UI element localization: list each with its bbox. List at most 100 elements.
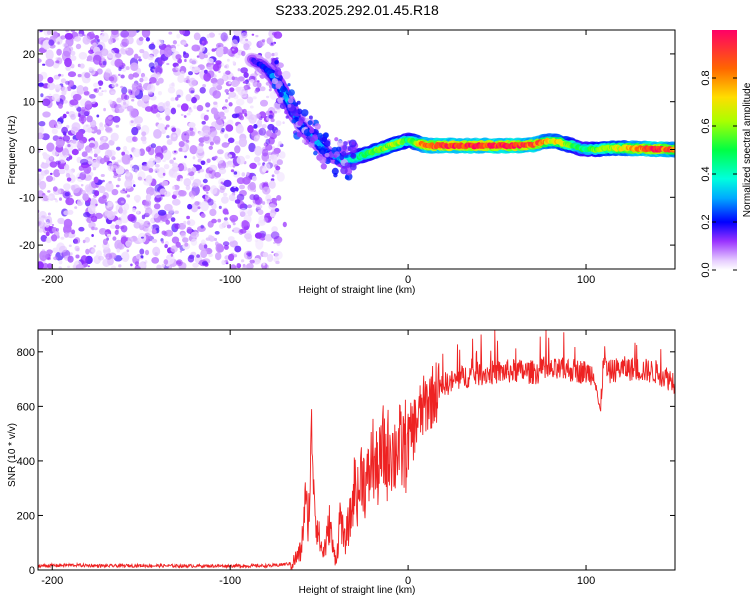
noise-speckle [166, 62, 170, 66]
noise-speckle [268, 88, 272, 92]
noise-speckle [274, 169, 280, 175]
noise-speckle [179, 30, 186, 35]
noise-speckle [110, 224, 116, 229]
noise-speckle [219, 223, 225, 229]
colorbar-label: Normalized spectral amplitude [742, 82, 750, 217]
noise-speckle [120, 74, 125, 79]
noise-speckle [108, 76, 115, 82]
noise-speckle [154, 65, 163, 75]
noise-speckle [188, 77, 197, 88]
noise-speckle [76, 199, 84, 206]
noise-speckle [154, 252, 158, 256]
noise-speckle [178, 147, 183, 152]
noise-speckle [209, 167, 213, 171]
noise-speckle [184, 58, 187, 63]
noise-speckle [202, 184, 211, 192]
colorbar-tick-label: 0.8 [700, 70, 712, 85]
noise-speckle [226, 49, 232, 56]
noise-speckle [64, 57, 72, 68]
noise-speckle [200, 224, 204, 229]
noise-speckle [267, 158, 272, 162]
noise-speckle [143, 179, 152, 186]
transition-speckle [343, 141, 348, 146]
noise-speckle [60, 78, 67, 84]
noise-speckle [266, 37, 272, 45]
noise-speckle [106, 49, 116, 59]
noise-speckle [137, 99, 143, 107]
y-tick-label: 0 [29, 145, 35, 157]
noise-speckle [71, 122, 81, 131]
x-tick-label: 0 [405, 274, 411, 286]
noise-speckle [63, 164, 70, 171]
snr-y-ticks: 0 200 400 600 800 [17, 347, 675, 577]
noise-speckle [80, 190, 86, 195]
noise-speckle [70, 50, 76, 56]
noise-speckle [209, 208, 217, 217]
x-tick-label: 100 [577, 274, 595, 286]
noise-speckle [254, 239, 258, 243]
noise-speckle [215, 243, 224, 253]
snr-y-label: SNR (10 * v/v) [7, 423, 18, 487]
noise-speckle [161, 230, 167, 236]
noise-speckle [78, 33, 83, 38]
noise-speckle [60, 162, 66, 167]
noise-speckle [269, 212, 276, 218]
noise-speckle [94, 35, 100, 40]
noise-speckle [46, 175, 53, 182]
noise-speckle [141, 94, 150, 102]
noise-speckle [268, 114, 274, 119]
noise-speckle [235, 98, 245, 106]
noise-speckle [106, 210, 116, 221]
noise-speckle [75, 43, 82, 50]
noise-speckle [231, 79, 240, 88]
noise-speckle [220, 181, 224, 185]
noise-speckle [246, 171, 250, 176]
noise-speckle [70, 55, 77, 61]
noise-speckle [172, 40, 177, 45]
noise-speckle [125, 66, 130, 71]
noise-speckle [82, 108, 91, 116]
noise-speckle [129, 119, 136, 127]
x-tick-label: -100 [219, 274, 241, 286]
noise-speckle [257, 219, 266, 226]
noise-speckle [214, 237, 217, 242]
y-tick-label: 800 [17, 347, 35, 359]
snr-line [38, 330, 675, 570]
ridge-mark [671, 146, 675, 152]
noise-speckle [92, 42, 98, 48]
noise-speckle [78, 226, 85, 232]
noise-speckle [63, 99, 68, 104]
noise-speckle [49, 161, 58, 168]
noise-speckle [200, 183, 204, 188]
y-tick-label: 600 [17, 401, 35, 413]
noise-speckle [48, 39, 55, 46]
noise-speckle [184, 242, 189, 247]
colorbar-gradient [712, 30, 737, 270]
noise-speckle [180, 103, 189, 112]
noise-speckle [178, 141, 185, 148]
noise-speckle [58, 168, 66, 175]
noise-speckle [223, 220, 229, 227]
noise-speckle [87, 127, 93, 133]
noise-speckle [38, 126, 44, 134]
noise-speckle [256, 204, 263, 209]
noise-speckle [40, 93, 44, 98]
noise-speckle [74, 237, 81, 244]
noise-speckle [67, 255, 74, 263]
noise-speckle [269, 110, 273, 114]
noise-speckle [171, 47, 176, 53]
noise-speckle [162, 159, 166, 163]
noise-speckle [56, 48, 62, 56]
noise-speckle [146, 186, 155, 196]
noise-speckle [125, 48, 129, 51]
noise-speckle [183, 115, 187, 118]
noise-speckle [127, 105, 134, 112]
noise-speckle [98, 87, 102, 90]
noise-speckle [65, 198, 70, 204]
noise-speckle [108, 99, 113, 105]
noise-speckle [118, 66, 122, 72]
noise-speckle [203, 129, 211, 138]
noise-speckle [162, 149, 172, 161]
noise-speckle [227, 96, 231, 100]
